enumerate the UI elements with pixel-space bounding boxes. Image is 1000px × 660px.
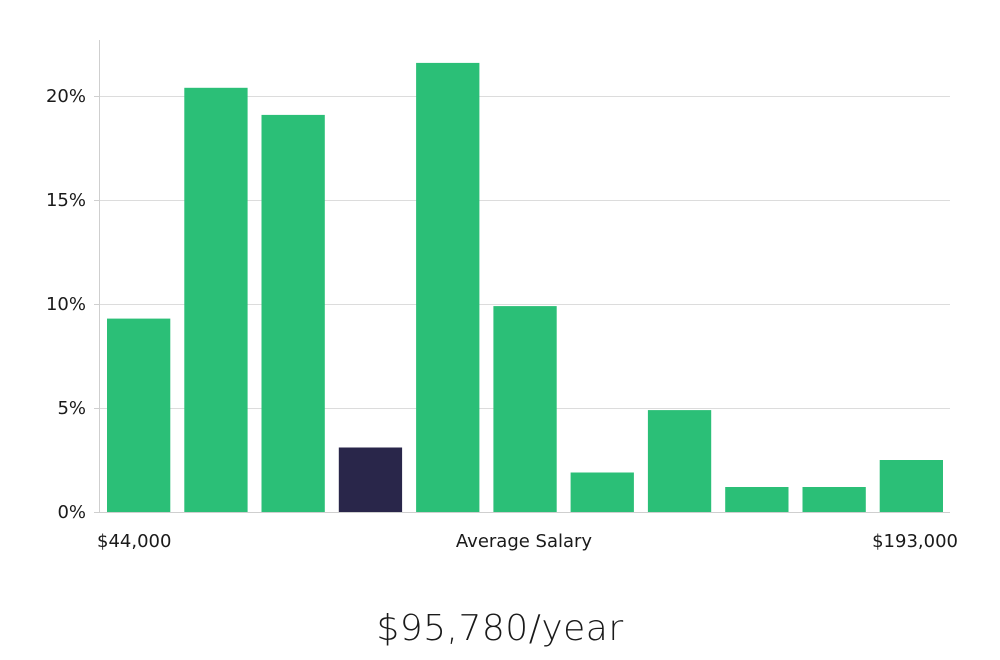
bar: [184, 87, 248, 513]
axes: [99, 40, 950, 513]
bar: [493, 306, 557, 512]
bars: [107, 62, 943, 513]
average-salary-value: $95,780/year: [376, 608, 624, 649]
bar: [879, 460, 943, 512]
bar-highlight: [338, 447, 403, 512]
y-tick-label: 5%: [57, 398, 86, 419]
bar: [107, 318, 171, 512]
y-tick-labels: 0% 5% 10% 15% 20%: [46, 86, 100, 523]
bar: [261, 114, 325, 513]
bar: [725, 487, 789, 512]
y-tick-label: 15%: [46, 190, 86, 211]
x-center-label: Average Salary: [456, 531, 593, 552]
x-max-label: $193,000: [872, 531, 958, 552]
bar: [416, 62, 480, 513]
x-min-label: $44,000: [97, 531, 171, 552]
y-tick-label: 20%: [46, 86, 86, 107]
y-tick-label: 0%: [57, 502, 86, 523]
y-tick-label: 10%: [46, 294, 86, 315]
x-axis-labels: $44,000 Average Salary $193,000: [97, 531, 958, 552]
bar: [802, 487, 866, 512]
bar: [570, 472, 634, 512]
bar: [647, 410, 712, 512]
